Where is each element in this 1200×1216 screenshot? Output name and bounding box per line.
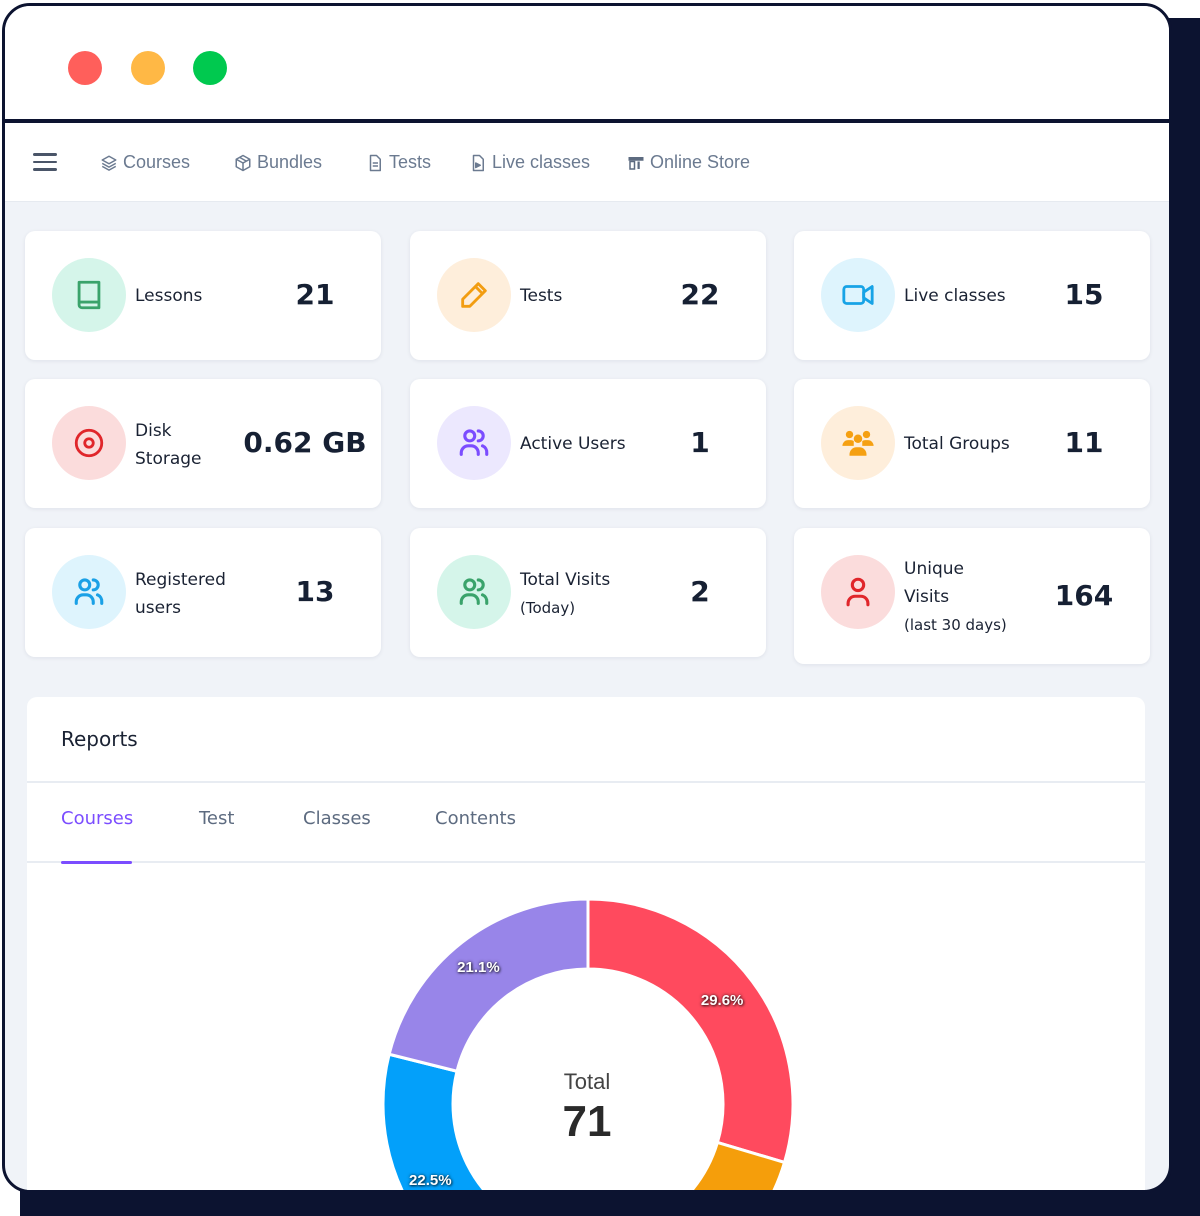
stat-label: Total Visits (Today) bbox=[520, 570, 611, 617]
stat-value: 22 bbox=[680, 278, 720, 311]
donut-slice[interactable] bbox=[508, 1140, 787, 1193]
stat-value: 2 bbox=[690, 575, 710, 608]
slice-label: 22.5% bbox=[409, 1171, 452, 1189]
stat-card-total-groups[interactable]: Total Groups 11 bbox=[794, 379, 1150, 508]
users-icon bbox=[437, 406, 511, 480]
slice-label: 21.1% bbox=[457, 959, 500, 977]
users-icon bbox=[437, 555, 511, 629]
divider bbox=[27, 781, 1145, 783]
stat-card-live-classes[interactable]: Live classes 15 bbox=[794, 231, 1150, 360]
close-window-button[interactable] bbox=[68, 51, 102, 85]
donut-slice[interactable] bbox=[586, 897, 795, 1165]
stat-value: 21 bbox=[295, 278, 335, 311]
video-icon bbox=[821, 258, 895, 332]
stat-value: 1 bbox=[690, 426, 710, 459]
target-icon bbox=[52, 406, 126, 480]
donut-slice[interactable] bbox=[381, 1052, 535, 1193]
nav-item-live-classes[interactable]: Live classes bbox=[469, 123, 590, 202]
hamburger-icon[interactable] bbox=[33, 153, 57, 171]
nav-item-bundles[interactable]: Bundles bbox=[234, 123, 322, 202]
users-icon bbox=[52, 555, 126, 629]
app-window: Courses Bundles Tests Live classes Onlin… bbox=[2, 3, 1172, 1193]
nav-item-label: Live classes bbox=[492, 152, 591, 172]
tab-classes[interactable]: Classes bbox=[303, 808, 371, 829]
tab-test[interactable]: Test bbox=[199, 808, 235, 829]
layers-icon bbox=[101, 155, 117, 171]
chart-center-label: Total bbox=[563, 1069, 611, 1094]
nav-item-label: Courses bbox=[123, 152, 191, 172]
stat-card-disk-storage[interactable]: Disk Storage 0.62 GB bbox=[25, 379, 381, 508]
stat-value: 164 bbox=[1054, 579, 1114, 612]
nav-item-courses[interactable]: Courses bbox=[100, 123, 190, 202]
user-icon bbox=[821, 555, 895, 629]
stat-card-lessons[interactable]: Lessons 21 bbox=[25, 231, 381, 360]
chart-center-value: 71 bbox=[562, 1097, 612, 1146]
stat-value: 0.62 GB bbox=[243, 426, 367, 459]
tab-contents[interactable]: Contents bbox=[435, 808, 516, 829]
title-bar bbox=[5, 6, 1169, 123]
box-icon bbox=[235, 154, 251, 171]
stat-card-tests[interactable]: Tests 22 bbox=[410, 231, 766, 360]
video-file-icon bbox=[472, 154, 484, 171]
minimize-window-button[interactable] bbox=[131, 51, 165, 85]
reports-title: Reports bbox=[61, 727, 138, 751]
book-icon bbox=[52, 258, 126, 332]
nav-item-tests[interactable]: Tests bbox=[366, 123, 431, 202]
stat-value: 15 bbox=[1064, 278, 1104, 311]
maximize-window-button[interactable] bbox=[193, 51, 227, 85]
nav-item-label: Online Store bbox=[650, 152, 751, 172]
reports-tabs: Courses Test Classes Contents bbox=[27, 783, 1145, 864]
stat-label: Total Groups bbox=[904, 434, 1010, 454]
store-icon bbox=[628, 156, 644, 170]
document-icon bbox=[369, 154, 381, 171]
group-icon bbox=[821, 406, 895, 480]
stat-label: Active Users bbox=[520, 434, 626, 454]
stat-value: 11 bbox=[1064, 426, 1104, 459]
tab-courses[interactable]: Courses bbox=[61, 808, 134, 829]
nav-item-online-store[interactable]: Online Store bbox=[627, 123, 750, 202]
nav-item-label: Bundles bbox=[257, 152, 323, 172]
reports-panel: Reports Courses Test Classes Contents To… bbox=[27, 697, 1145, 1193]
stat-card-total-visits[interactable]: Total Visits (Today) 2 bbox=[410, 528, 766, 657]
stat-label: Registered users bbox=[135, 570, 226, 618]
donut-slice[interactable] bbox=[387, 897, 590, 1074]
stat-label: Lessons bbox=[135, 286, 203, 306]
courses-donut-chart: Total 71 29.6% 22.5% 21.1% bbox=[27, 697, 1145, 1193]
stat-card-registered-users[interactable]: Registered users 13 bbox=[25, 528, 381, 657]
stat-card-active-users[interactable]: Active Users 1 bbox=[410, 379, 766, 508]
stat-label: Live classes bbox=[904, 286, 1006, 306]
stat-card-unique-visits[interactable]: Unique Visits (last 30 days) 164 bbox=[794, 528, 1150, 664]
donut-svg bbox=[381, 897, 795, 1193]
stat-label: Unique Visits (last 30 days) bbox=[904, 559, 1007, 634]
slice-label: 29.6% bbox=[700, 992, 744, 1010]
top-navbar: Courses Bundles Tests Live classes Onlin… bbox=[5, 123, 1169, 202]
stat-label: Tests bbox=[520, 286, 563, 306]
pencil-icon bbox=[437, 258, 511, 332]
stat-value: 13 bbox=[295, 575, 335, 608]
stat-label: Disk Storage bbox=[135, 421, 202, 469]
nav-item-label: Tests bbox=[389, 152, 432, 172]
active-tab-indicator bbox=[61, 861, 132, 864]
